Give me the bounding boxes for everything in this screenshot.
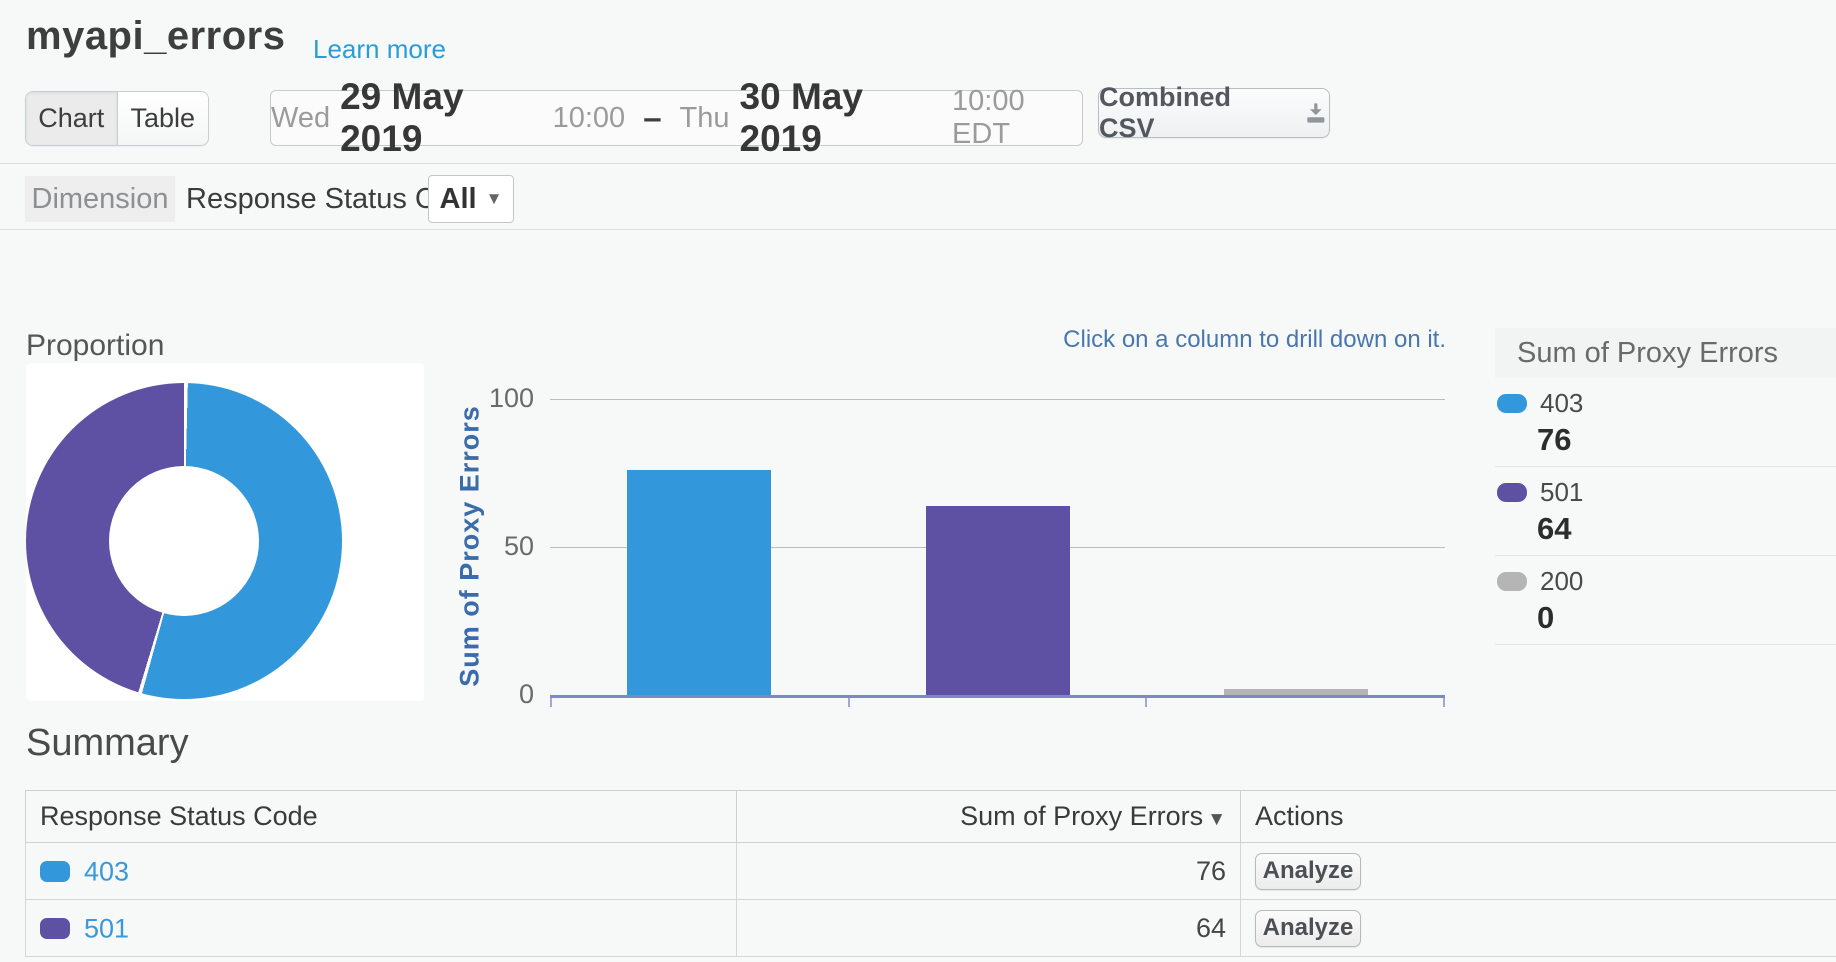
bar-403[interactable]: [627, 470, 771, 695]
legend-items: 403 76 501 64 200 0: [1495, 378, 1836, 645]
y-tick-label-0: 0: [518, 679, 534, 709]
column-header-sum[interactable]: Sum of Proxy Errors ▼: [736, 790, 1241, 843]
tab-chart[interactable]: Chart: [26, 92, 118, 145]
y-tick-label-100: 100: [488, 383, 534, 413]
status-code-link-501[interactable]: 501: [84, 913, 130, 944]
bar-501[interactable]: [926, 505, 1070, 695]
combined-csv-label: Combined CSV: [1099, 82, 1231, 143]
summary-table: Response Status Code Sum of Proxy Errors…: [25, 790, 1836, 957]
donut-hole: [109, 466, 259, 616]
divider: [0, 229, 1836, 230]
legend-item-200[interactable]: 200 0: [1495, 556, 1836, 645]
legend-item-row: 403: [1497, 388, 1836, 419]
column-header-status-code[interactable]: Response Status Code: [25, 790, 737, 843]
status-swatch-icon: [40, 918, 70, 940]
legend-swatch-icon: [1497, 572, 1527, 591]
table-row-501: 501 64 Analyze: [25, 899, 1836, 957]
chevron-down-icon: ▼: [485, 189, 503, 208]
page-title: myapi_errors: [26, 14, 286, 58]
start-date: 29 May 2019: [340, 76, 464, 159]
analyze-button-403[interactable]: Analyze: [1255, 852, 1361, 890]
end-time: 10:00 EDT: [952, 85, 1025, 150]
sum-cell: 76: [736, 842, 1241, 900]
analyze-button-501[interactable]: Analyze: [1255, 909, 1361, 947]
actions-cell: Analyze: [1240, 842, 1836, 900]
tab-table[interactable]: Table: [117, 92, 208, 145]
download-icon: [1307, 103, 1325, 123]
bar-200[interactable]: [1224, 689, 1368, 695]
legend-item-403[interactable]: 403 76: [1495, 378, 1836, 467]
status-swatch-icon: [40, 861, 70, 883]
sort-desc-icon: ▼: [1207, 809, 1226, 830]
legend-item-label: 200: [1540, 566, 1584, 596]
summary-header-row: Response Status Code Sum of Proxy Errors…: [25, 790, 1836, 843]
summary-title: Summary: [26, 722, 189, 764]
legend-item-label: 403: [1540, 388, 1584, 418]
start-day: Wed: [271, 101, 331, 134]
end-day: Thu: [679, 101, 730, 134]
sum-cell: 64: [736, 899, 1241, 957]
x-axis-tick: [1443, 698, 1445, 707]
end-date: 30 May 2019: [739, 76, 863, 159]
x-axis-tick: [848, 698, 850, 707]
dimension-filter-dropdown[interactable]: All ▼: [428, 175, 514, 223]
proportion-donut-chart[interactable]: [26, 383, 342, 699]
status-code-link-403[interactable]: 403: [84, 856, 130, 887]
legend-swatch-icon: [1497, 394, 1527, 413]
legend-swatch-icon: [1497, 483, 1527, 502]
x-axis-tick: [550, 698, 552, 707]
x-axis-tick: [1145, 698, 1147, 707]
chart-legend: Sum of Proxy Errors 403 76 501 64 200 0: [1495, 328, 1836, 645]
legend-item-value: 64: [1537, 511, 1572, 546]
start-time: 10:00: [552, 101, 626, 134]
legend-item-label: 501: [1540, 477, 1584, 507]
learn-more-link[interactable]: Learn more: [313, 34, 446, 64]
dimension-badge: Dimension: [25, 176, 175, 222]
drill-hint-text: Click on a column to drill down on it.: [1063, 326, 1446, 353]
proportion-title: Proportion: [26, 329, 165, 362]
date-range-separator: –: [643, 99, 662, 136]
y-tick-label-50: 50: [503, 531, 534, 561]
legend-item-value: 76: [1537, 422, 1572, 457]
legend-item-501[interactable]: 501 64: [1495, 467, 1836, 556]
combined-csv-button[interactable]: Combined CSV: [1098, 82, 1330, 143]
legend-item-row: 501: [1497, 477, 1836, 508]
divider: [0, 163, 1836, 164]
bar-chart: 0 50 100: [489, 383, 1445, 720]
status-code-cell: 501: [25, 899, 737, 957]
actions-cell: Analyze: [1240, 899, 1836, 957]
proportion-card: [26, 363, 424, 701]
column-header-actions: Actions: [1240, 790, 1836, 843]
date-range-picker[interactable]: Wed 29 May 2019 10:00 – Thu 30 May 2019 …: [270, 76, 1083, 159]
dimension-filter-value: All: [439, 182, 477, 215]
table-row-403: 403 76 Analyze: [25, 842, 1836, 900]
chart-table-toggle: Chart Table: [25, 91, 209, 146]
gridline-100: [550, 399, 1445, 400]
legend-item-value: 0: [1537, 600, 1555, 635]
legend-title: Sum of Proxy Errors: [1495, 328, 1836, 378]
legend-item-row: 200: [1497, 566, 1836, 597]
x-axis-line: [550, 695, 1445, 698]
status-code-cell: 403: [25, 842, 737, 900]
